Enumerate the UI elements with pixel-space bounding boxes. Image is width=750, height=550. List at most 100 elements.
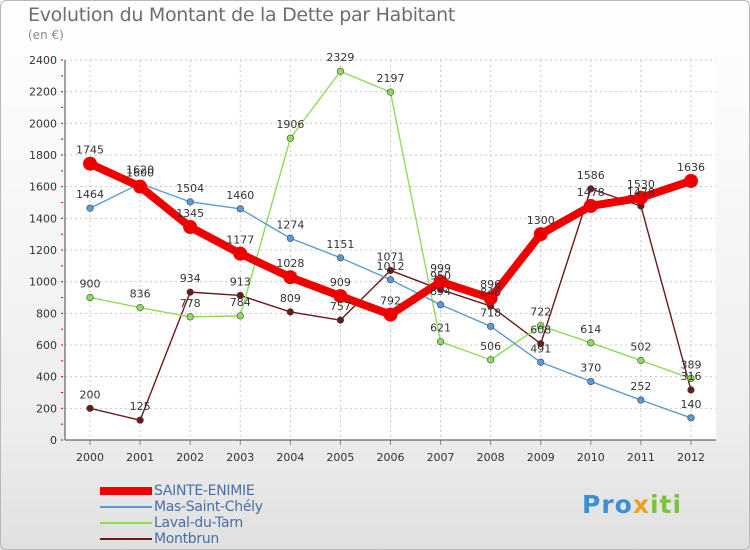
x-tick-label: 2010 bbox=[577, 451, 605, 464]
data-point bbox=[537, 322, 545, 330]
data-label: 1177 bbox=[226, 234, 254, 247]
data-point bbox=[383, 307, 398, 322]
data-label: 252 bbox=[630, 380, 651, 393]
y-tick-label: 1600 bbox=[29, 181, 57, 194]
data-point bbox=[386, 88, 395, 96]
data-label: 1478 bbox=[627, 186, 655, 199]
data-label: 608 bbox=[530, 324, 551, 337]
x-tick-label: 2006 bbox=[377, 451, 405, 464]
data-point bbox=[487, 356, 495, 364]
data-label: 950 bbox=[430, 270, 451, 283]
data-label: 1636 bbox=[677, 161, 705, 174]
data-point bbox=[487, 322, 495, 330]
data-label: 778 bbox=[180, 297, 201, 310]
legend-swatch bbox=[100, 522, 152, 524]
data-label: 896 bbox=[480, 278, 501, 291]
data-point bbox=[133, 179, 148, 194]
data-point bbox=[233, 246, 248, 261]
chart-title: Evolution du Montant de la Dette par Hab… bbox=[28, 4, 456, 26]
data-point bbox=[587, 185, 595, 193]
data-label: 718 bbox=[480, 306, 501, 319]
data-label: 502 bbox=[630, 341, 651, 354]
data-point bbox=[533, 227, 548, 242]
data-point bbox=[186, 288, 194, 296]
y-tick-label: 2000 bbox=[29, 117, 57, 130]
data-label: 999 bbox=[430, 262, 451, 275]
data-label: 1464 bbox=[76, 188, 104, 201]
data-label: 614 bbox=[580, 323, 601, 336]
y-tick-label: 600 bbox=[36, 339, 57, 352]
data-label: 934 bbox=[180, 272, 201, 285]
proxiti-logo: Proxiti bbox=[582, 490, 682, 519]
legend-item: SAINTE-ENIMIE bbox=[100, 483, 263, 499]
data-point bbox=[436, 301, 445, 309]
data-label: 846 bbox=[480, 286, 501, 299]
data-point bbox=[86, 204, 94, 212]
data-point bbox=[483, 291, 498, 306]
data-point bbox=[583, 198, 598, 213]
data-point bbox=[236, 205, 244, 213]
x-tick-label: 2002 bbox=[176, 451, 204, 464]
data-label: 1745 bbox=[76, 144, 104, 157]
y-tick-label: 400 bbox=[36, 371, 57, 384]
data-label: 125 bbox=[130, 400, 151, 413]
data-label: 854 bbox=[430, 285, 451, 298]
legend-item: Laval-du-Tarn bbox=[100, 515, 263, 531]
logo-part-2: x bbox=[632, 490, 650, 519]
data-label: 506 bbox=[480, 340, 501, 353]
data-label: 809 bbox=[280, 292, 301, 305]
logo-part-3: iti bbox=[649, 490, 683, 519]
y-tick-label: 1000 bbox=[29, 276, 57, 289]
data-label: 2197 bbox=[377, 72, 405, 85]
data-point bbox=[637, 396, 645, 404]
data-label: 1478 bbox=[577, 186, 605, 199]
data-point bbox=[587, 377, 595, 386]
data-point bbox=[136, 304, 144, 312]
data-point bbox=[286, 308, 294, 316]
legend-label: Mas-Saint-Chély bbox=[154, 499, 263, 515]
data-point bbox=[336, 316, 345, 324]
data-point bbox=[186, 313, 194, 321]
x-tick-label: 2001 bbox=[126, 451, 154, 464]
data-label: 389 bbox=[680, 358, 701, 371]
data-label: 836 bbox=[130, 288, 151, 301]
y-tick-label: 1800 bbox=[29, 149, 57, 162]
y-tick-label: 800 bbox=[36, 307, 57, 320]
y-tick-label: 1400 bbox=[29, 212, 57, 225]
data-label: 1906 bbox=[276, 118, 304, 131]
x-tick-label: 2000 bbox=[76, 451, 104, 464]
y-tick-label: 2400 bbox=[29, 54, 57, 67]
data-point bbox=[537, 358, 545, 366]
data-point bbox=[683, 173, 698, 188]
legend-item: Mas-Saint-Chély bbox=[100, 499, 263, 515]
data-point bbox=[336, 67, 345, 75]
data-point bbox=[436, 338, 445, 346]
data-label: 1274 bbox=[276, 218, 304, 231]
data-label: 2329 bbox=[326, 51, 354, 64]
data-point bbox=[687, 374, 695, 383]
legend-swatch bbox=[100, 487, 152, 495]
data-label: 1600 bbox=[126, 167, 154, 180]
data-point bbox=[86, 404, 94, 412]
data-point bbox=[236, 312, 244, 320]
data-label: 1586 bbox=[577, 169, 605, 182]
chart-unit: (en €) bbox=[28, 28, 64, 42]
data-point bbox=[386, 276, 395, 284]
data-point bbox=[386, 266, 395, 275]
legend-swatch bbox=[100, 538, 152, 540]
data-point bbox=[186, 198, 194, 206]
logo-part-1: Pro bbox=[582, 490, 633, 519]
legend-label: Laval-du-Tarn bbox=[154, 515, 244, 531]
legend-label: SAINTE-ENIMIE bbox=[154, 483, 255, 499]
x-tick-label: 2011 bbox=[627, 451, 655, 464]
data-point bbox=[86, 293, 94, 302]
y-tick-label: 1200 bbox=[29, 244, 57, 257]
data-point bbox=[286, 234, 294, 242]
data-point bbox=[83, 156, 98, 171]
data-point bbox=[633, 190, 648, 205]
data-label: 722 bbox=[530, 306, 551, 319]
data-point bbox=[637, 356, 645, 365]
data-point bbox=[183, 220, 198, 235]
data-label: 1530 bbox=[627, 178, 655, 191]
data-label: 1028 bbox=[276, 257, 304, 270]
